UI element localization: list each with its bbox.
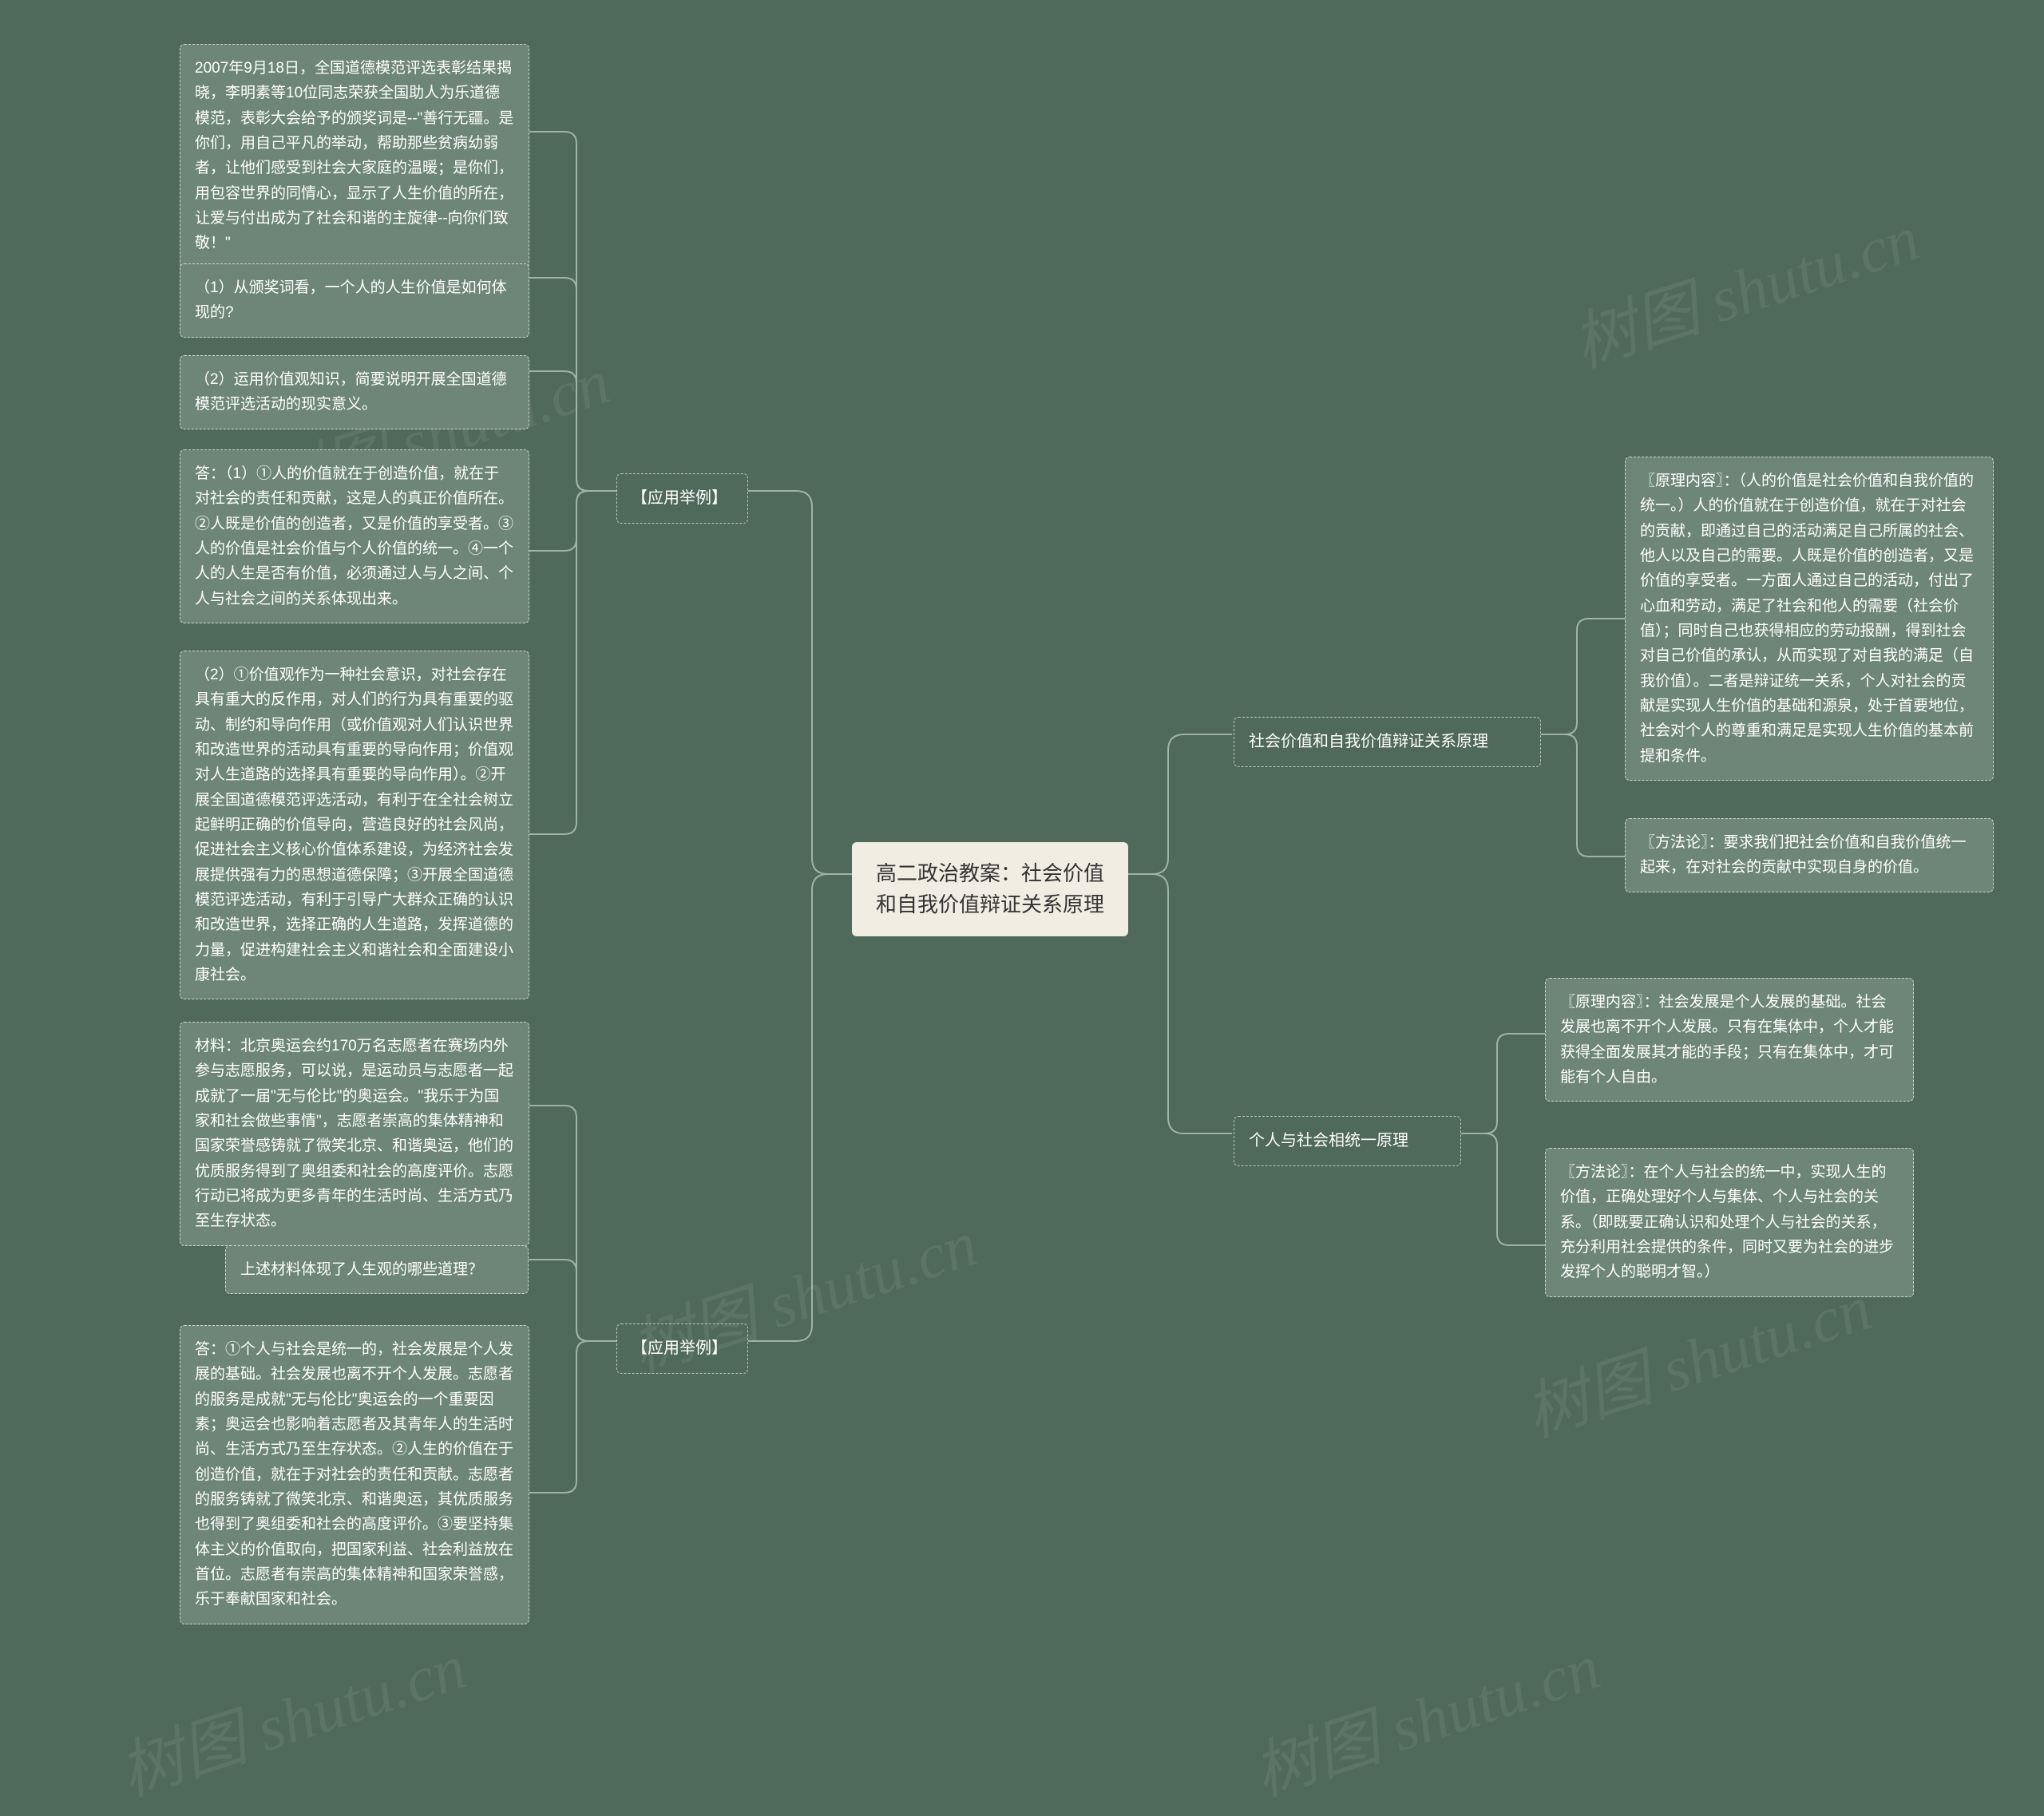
branch-l1: 【应用举例】 [616,473,748,524]
leaf-l1-5: （2）①价值观作为一种社会意识，对社会存在具有重大的反作用，对人们的行为具有重要… [180,651,529,999]
watermark: 树图 shutu.cn [1559,186,1929,385]
watermark: 树图 shutu.cn [1240,1615,1610,1814]
branch-l2: 【应用举例】 [616,1323,748,1374]
leaf-r1-2: 〖方法论〗：要求我们把社会价值和自我价值统一起来，在对社会的贡献中实现自身的价值… [1625,818,1994,892]
leaf-r2-2: 〖方法论〗：在个人与社会的统一中，实现人生的价值，正确处理好个人与集体、个人与社… [1545,1148,1914,1297]
leaf-l1-2: （1）从颁奖词看，一个人的人生价值是如何体现的? [180,263,529,338]
leaf-l2-3: 答：①个人与社会是统一的，社会发展是个人发展的基础。社会发展也离不开个人发展。志… [180,1325,529,1624]
leaf-l1-3: （2）运用价值观知识，简要说明开展全国道德模范评选活动的现实意义。 [180,355,529,429]
leaf-l1-1: 2007年9月18日，全国道德模范评选表彰结果揭晓，李明素等10位同志荣获全国助… [180,44,529,268]
watermark: 树图 shutu.cn [106,1615,476,1814]
leaf-l2-2: 上述材料体现了人生观的哪些道理？ [225,1245,529,1294]
leaf-l1-4: 答：（1）①人的价值就在于创造价值，就在于对社会的责任和贡献，这是人的真正价值所… [180,449,529,623]
leaf-r2-1: 〖原理内容〗：社会发展是个人发展的基础。社会发展也离不开个人发展。只有在集体中，… [1545,978,1914,1102]
leaf-l2-1: 材料：北京奥运会约170万名志愿者在赛场内外参与志愿服务，可以说，是运动员与志愿… [180,1022,529,1246]
branch-r2: 个人与社会相统一原理 [1234,1116,1461,1166]
branch-r1: 社会价值和自我价值辩证关系原理 [1234,717,1541,767]
leaf-r1-1: 〖原理内容〗：（人的价值是社会价值和自我价值的统一。）人的价值就在于创造价值，就… [1625,457,1994,781]
center-line1: 高二政治教案：社会价值 [871,858,1109,889]
center-line2: 和自我价值辩证关系原理 [871,889,1109,920]
center-node: 高二政治教案：社会价值 和自我价值辩证关系原理 [852,842,1128,936]
